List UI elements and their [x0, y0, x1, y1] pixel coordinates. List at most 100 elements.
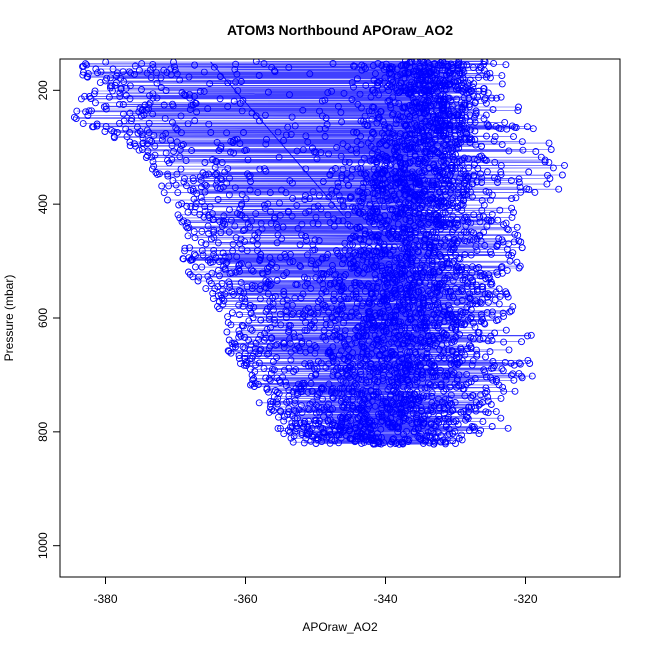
- data-point: [335, 389, 343, 397]
- data-point: [397, 71, 405, 79]
- data-point: [443, 71, 450, 79]
- data-point: [179, 140, 187, 148]
- data-point: [308, 372, 315, 380]
- data-point: [302, 306, 310, 314]
- data-point: [458, 436, 466, 444]
- data-point: [491, 296, 499, 304]
- data-point: [393, 322, 401, 330]
- data-point: [371, 156, 379, 164]
- data-point: [326, 171, 334, 179]
- data-point: [445, 395, 453, 403]
- data-point: [448, 324, 456, 332]
- data-point: [448, 164, 456, 171]
- data-point: [475, 66, 483, 74]
- data-point: [402, 61, 410, 69]
- data-point: [288, 113, 296, 121]
- data-point: [312, 417, 320, 424]
- data-point: [393, 152, 401, 160]
- data-point: [338, 385, 346, 393]
- data-point: [431, 210, 439, 218]
- data-point: [378, 413, 386, 421]
- data-point: [408, 59, 416, 66]
- data-point: [397, 261, 405, 269]
- data-point: [419, 214, 427, 222]
- data-point: [498, 141, 506, 148]
- data-point: [362, 172, 370, 180]
- data-point: [117, 84, 125, 92]
- data-point: [427, 406, 435, 414]
- data-point: [337, 398, 345, 405]
- data-point: [515, 370, 523, 378]
- data-point: [386, 162, 394, 170]
- data-point: [287, 130, 295, 138]
- data-point: [502, 288, 510, 296]
- data-point: [410, 428, 418, 436]
- data-point: [126, 138, 134, 146]
- data-point: [348, 312, 356, 320]
- y-tick-label: 600: [36, 308, 50, 328]
- data-point: [420, 419, 428, 427]
- data-point: [352, 421, 360, 429]
- data-point: [463, 228, 471, 236]
- data-point: [392, 116, 400, 124]
- data-point: [404, 125, 412, 133]
- data-point: [524, 332, 531, 340]
- data-point: [178, 200, 186, 208]
- profile-jump-line: [210, 61, 344, 216]
- data-point: [440, 142, 448, 150]
- data-point: [346, 222, 354, 230]
- data-point: [444, 431, 452, 439]
- data-point: [487, 401, 495, 408]
- data-point: [266, 312, 273, 320]
- data-point: [393, 143, 401, 151]
- data-point: [474, 329, 482, 336]
- x-tick-label: -320: [513, 592, 537, 606]
- data-point: [353, 261, 361, 268]
- data-point: [393, 87, 401, 95]
- data-point: [442, 423, 450, 431]
- data-point: [479, 334, 487, 342]
- data-point: [384, 386, 392, 394]
- data-point: [338, 285, 346, 293]
- data-point: [279, 223, 287, 231]
- data-point: [347, 284, 355, 292]
- data-point: [478, 152, 485, 160]
- data-point: [364, 423, 372, 431]
- data-point: [377, 223, 385, 231]
- data-point: [334, 179, 342, 187]
- data-point: [446, 97, 454, 105]
- data-point: [151, 151, 159, 159]
- data-point: [399, 224, 407, 232]
- data-point: [249, 267, 257, 275]
- data-point: [358, 302, 366, 310]
- data-point: [334, 102, 342, 110]
- data-point: [433, 283, 441, 291]
- data-point: [257, 331, 265, 339]
- data-point: [454, 104, 462, 112]
- data-point: [433, 66, 441, 74]
- data-point: [329, 266, 337, 274]
- data-point: [131, 62, 139, 70]
- data-point: [240, 322, 247, 330]
- data-point: [391, 99, 399, 107]
- data-point: [415, 109, 423, 117]
- data-point: [92, 99, 99, 107]
- data-point: [230, 149, 238, 157]
- data-point: [437, 92, 445, 99]
- data-point: [436, 169, 444, 176]
- data-point: [301, 417, 309, 425]
- data-point: [471, 118, 479, 126]
- data-point: [236, 330, 243, 338]
- data-point: [262, 334, 270, 342]
- data-point: [345, 335, 353, 343]
- data-point: [500, 338, 508, 346]
- data-point: [411, 151, 419, 159]
- data-point: [185, 73, 193, 81]
- data-point: [480, 85, 488, 93]
- data-point: [214, 196, 222, 203]
- data-point: [320, 413, 327, 421]
- data-point: [318, 97, 326, 105]
- data-point: [351, 204, 359, 212]
- data-point: [176, 214, 184, 222]
- data-point: [229, 247, 237, 255]
